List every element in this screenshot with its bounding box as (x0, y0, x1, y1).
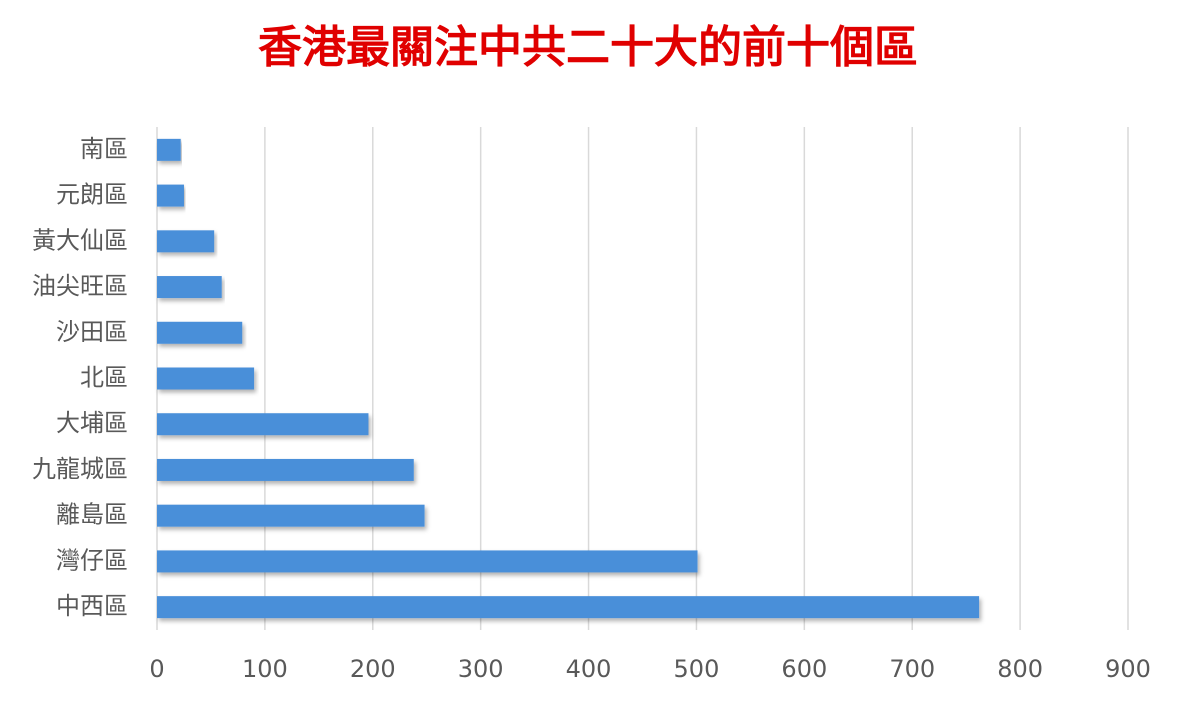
x-tick-label: 800 (997, 655, 1043, 683)
y-tick-label: 油尖旺區 (32, 272, 128, 300)
y-tick-label: 離島區 (56, 501, 128, 529)
x-tick-label: 500 (674, 655, 720, 683)
y-tick-label: 灣仔區 (56, 546, 128, 574)
y-tick-label: 中西區 (56, 592, 128, 620)
y-tick-label: 北區 (80, 364, 128, 392)
bar (157, 138, 181, 161)
bar (157, 230, 215, 253)
bar (157, 276, 222, 299)
y-tick-label: 黃大仙區 (32, 226, 128, 254)
bar (157, 367, 255, 390)
bar (157, 458, 414, 481)
x-tick-label: 700 (889, 655, 935, 683)
x-tick-label: 400 (566, 655, 612, 683)
bar (157, 596, 980, 619)
x-tick-label: 0 (149, 655, 164, 683)
y-tick-label: 九龍城區 (32, 455, 128, 483)
y-tick-label: 大埔區 (56, 409, 128, 437)
x-tick-label: 200 (350, 655, 396, 683)
y-tick-label: 元朗區 (56, 181, 128, 209)
bar (157, 550, 698, 573)
x-tick-label: 600 (781, 655, 827, 683)
bar (157, 321, 243, 344)
x-tick-label: 100 (242, 655, 288, 683)
chart-title: 香港最關注中共二十大的前十個區 (258, 22, 918, 73)
bar (157, 184, 184, 207)
x-tick-label: 900 (1105, 655, 1151, 683)
y-tick-label: 南區 (80, 135, 128, 163)
bar (157, 413, 369, 436)
x-tick-label: 300 (458, 655, 504, 683)
y-tick-label: 沙田區 (56, 318, 128, 346)
bar (157, 504, 425, 527)
